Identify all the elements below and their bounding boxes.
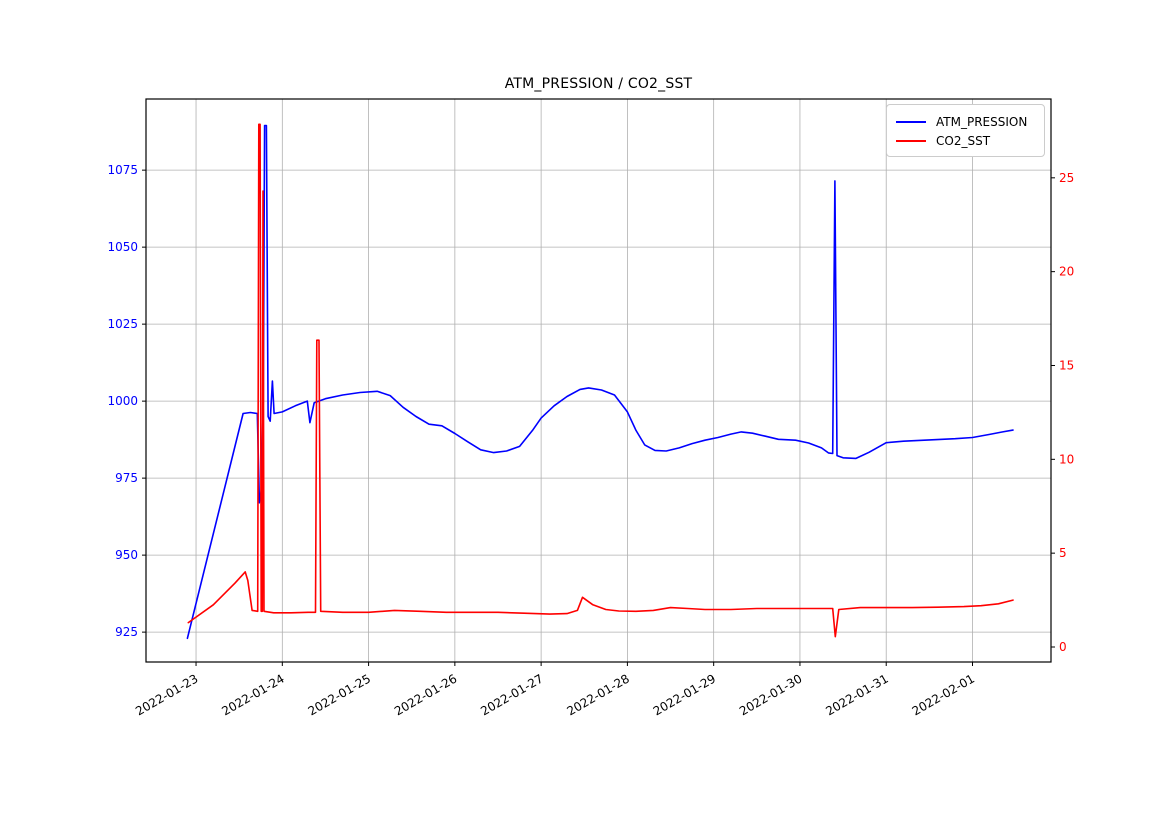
legend-entry: ATM_PRESSION (896, 112, 1034, 131)
x-tick-label: 2022-02-01 (910, 671, 977, 718)
legend-label: CO2_SST (936, 133, 991, 148)
x-tick-label: 2022-01-30 (737, 671, 804, 718)
y-right-tick-label: 25 (1059, 171, 1074, 185)
series-line-CO2_SST (187, 123, 1014, 638)
y-left-tick-label: 1075 (107, 163, 138, 177)
legend-line-sample (896, 120, 926, 123)
x-tick-label: 2022-01-28 (564, 671, 631, 718)
y-right-tick-label: 5 (1059, 546, 1067, 560)
series-line-ATM_PRESSION (186, 124, 1014, 640)
x-tick-label: 2022-01-23 (133, 671, 200, 718)
x-tick-label: 2022-01-24 (219, 671, 286, 718)
legend: ATM_PRESSION CO2_SST (886, 104, 1045, 157)
x-tick-label: 2022-01-29 (651, 671, 718, 718)
legend-entry: CO2_SST (896, 131, 1034, 150)
x-tick-label: 2022-01-27 (478, 671, 545, 718)
y-right-tick-label: 10 (1059, 452, 1074, 466)
y-left-tick-label: 975 (115, 471, 138, 485)
legend-label: ATM_PRESSION (936, 114, 1028, 129)
x-tick-label: 2022-01-31 (823, 671, 890, 718)
x-tick-label: 2022-01-26 (392, 671, 459, 718)
y-left-tick-label: 1000 (107, 394, 138, 408)
y-right-tick-label: 20 (1059, 265, 1074, 279)
y-left-tick-label: 1025 (107, 317, 138, 331)
y-right-tick-label: 0 (1059, 640, 1067, 654)
plot-frame (145, 98, 1052, 663)
x-tick-label: 2022-01-25 (306, 671, 373, 718)
legend-line-sample (896, 139, 926, 142)
chart-title: ATM_PRESSION / CO2_SST (504, 76, 693, 92)
y-right-tick-label: 15 (1059, 358, 1074, 372)
y-left-tick-label: 925 (115, 625, 138, 639)
y-left-tick-label: 1050 (107, 240, 138, 254)
y-left-tick-label: 950 (115, 548, 138, 562)
